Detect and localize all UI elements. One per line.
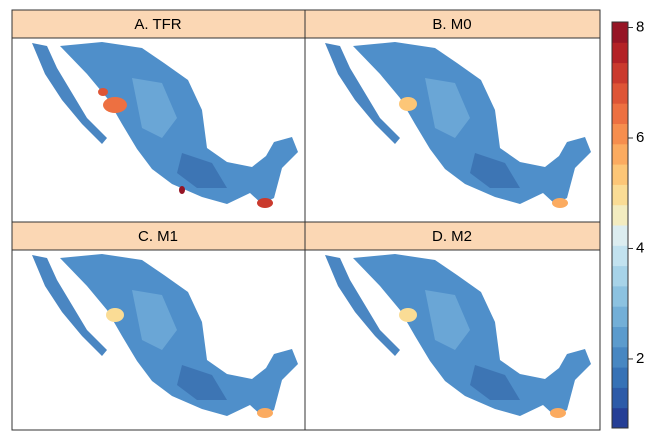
panel-b: B. M0 (305, 10, 600, 222)
tick-label: 4 (636, 239, 644, 256)
map (32, 254, 298, 416)
color-band (612, 42, 628, 63)
panel-title: C. M1 (138, 228, 178, 245)
color-band (612, 144, 628, 165)
color-band (612, 184, 628, 205)
panel-title: D. M2 (432, 228, 472, 245)
panel-a: A. TFR (12, 10, 305, 222)
color-band (612, 347, 628, 368)
color-band (612, 63, 628, 84)
color-band (612, 408, 628, 429)
map (32, 42, 298, 204)
color-band (612, 286, 628, 307)
figure: A. TFR B. M0 C. M1 D. M2 2 4 6 8 (0, 0, 659, 436)
color-band (612, 103, 628, 124)
colorbar: 2 4 6 8 (612, 18, 644, 428)
tick-label: 8 (636, 18, 644, 35)
panel-title: A. TFR (134, 16, 181, 33)
map (325, 42, 591, 204)
tick-label: 2 (636, 350, 644, 367)
color-band (612, 245, 628, 266)
map (325, 254, 591, 416)
color-band (612, 327, 628, 348)
panel-d: D. M2 (305, 222, 600, 430)
color-band (612, 225, 628, 246)
color-band (612, 124, 628, 145)
panel-title: B. M0 (432, 16, 471, 33)
color-band (612, 387, 628, 408)
panel-c: C. M1 (12, 222, 305, 430)
color-band (612, 266, 628, 287)
color-band (612, 367, 628, 388)
color-band (612, 306, 628, 327)
color-band (612, 164, 628, 185)
color-band (612, 22, 628, 43)
tick-label: 6 (636, 129, 644, 146)
color-band (612, 83, 628, 104)
color-band (612, 205, 628, 226)
